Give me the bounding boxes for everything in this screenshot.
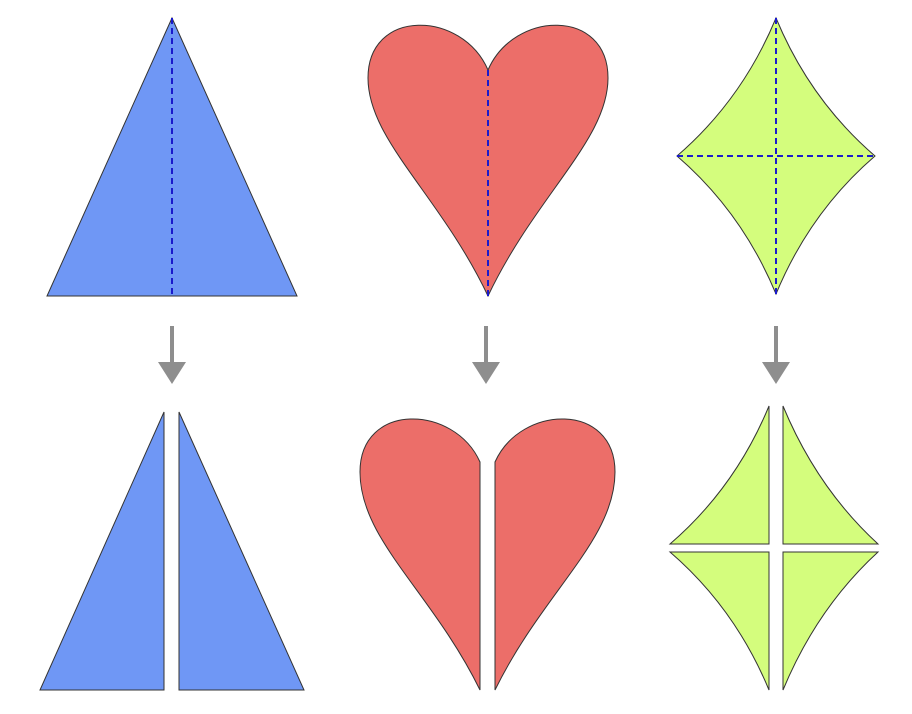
triangle-shape [46,16,298,297]
kite-whole [676,16,876,296]
triangle-pieces [39,411,305,691]
triangle-whole [46,16,298,297]
heart-whole [367,24,609,298]
arrow-down-icon [158,326,186,384]
kite-piece-bottom-left [668,551,770,691]
triangle-piece-right [178,411,305,691]
kite-pieces [668,405,880,691]
heart-pieces [359,418,616,691]
arrow-down-icon [762,326,790,384]
heart-piece-right [494,418,616,691]
kite-piece-top-left [668,405,770,545]
arrow-down-icon [472,326,500,384]
kite-piece-bottom-right [782,551,880,691]
heart-piece-left [359,418,481,691]
triangle-piece-left [39,411,165,691]
kite-piece-top-right [782,405,880,545]
